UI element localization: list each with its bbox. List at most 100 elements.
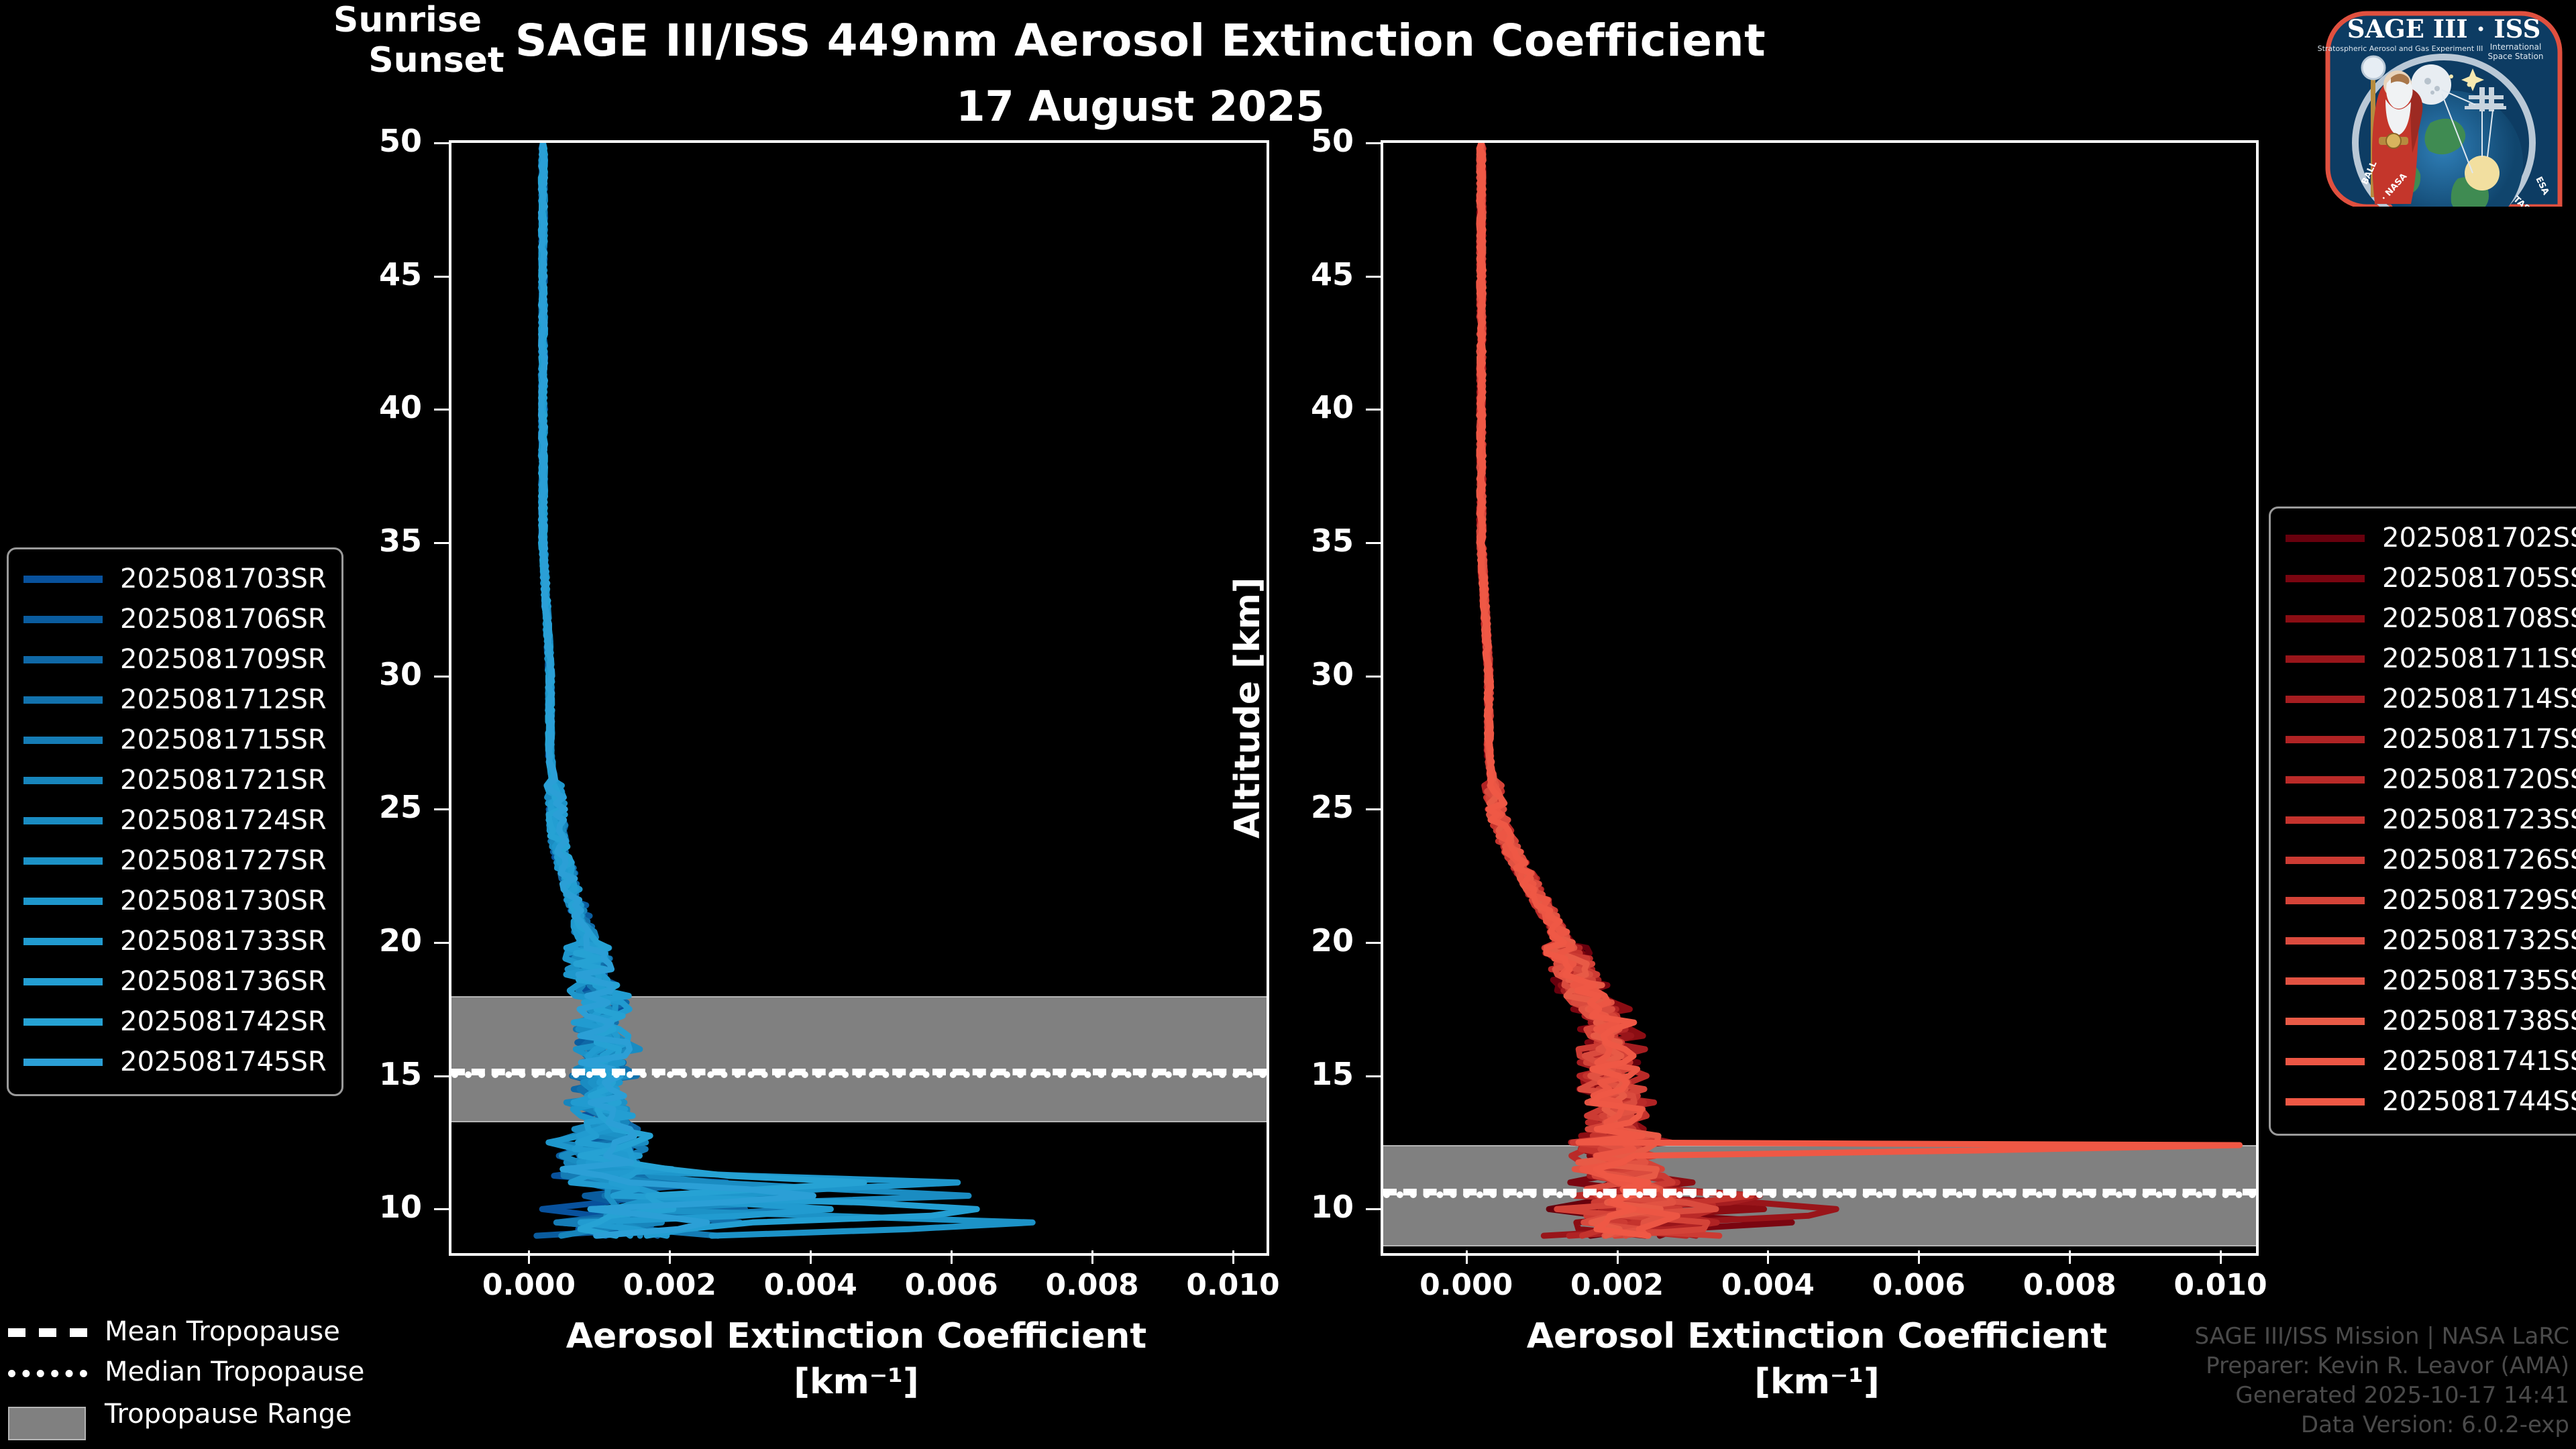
y-tick-label: 35: [1310, 523, 1354, 559]
legend-item[interactable]: 2025081742SR: [23, 1002, 327, 1042]
legend-item[interactable]: 2025081727SR: [23, 841, 327, 881]
chart-panel-sunrise: [449, 140, 1269, 1256]
legend-item[interactable]: 2025081735SS: [2286, 961, 2576, 1001]
median-tropopause-line: [1383, 1191, 2256, 1198]
credits-generated: Generated 2025-10-17 14:41: [2235, 1382, 2569, 1409]
legend-item[interactable]: 2025081744SS: [2286, 1081, 2576, 1122]
y-tick-label: 15: [1310, 1055, 1354, 1092]
x-tick-label: 0.000: [1419, 1268, 1513, 1302]
legend-item[interactable]: 2025081705SS: [2286, 558, 2576, 598]
legend-item-label: 2025081736SR: [120, 966, 327, 997]
legend-item[interactable]: 2025081717SS: [2286, 719, 2576, 759]
x-axis-units-sunrise: [km⁻¹]: [794, 1362, 919, 1402]
legend-item-label: 2025081720SS: [2382, 764, 2576, 795]
legend-item[interactable]: 2025081714SS: [2286, 679, 2576, 719]
legend-item[interactable]: 2025081741SS: [2286, 1041, 2576, 1081]
legend-item-label: 2025081712SR: [120, 684, 327, 715]
legend-item[interactable]: 2025081726SS: [2286, 840, 2576, 880]
legend-color-swatch: [2286, 977, 2365, 985]
y-tick: [434, 142, 449, 144]
panel-title-sunset: Sunset: [368, 40, 504, 80]
legend-color-swatch: [2286, 1097, 2365, 1106]
legend-item[interactable]: 2025081702SS: [2286, 518, 2576, 558]
legend-color-swatch: [23, 575, 103, 583]
legend-item-label: 2025081724SR: [120, 805, 327, 836]
y-tick: [1366, 1075, 1381, 1077]
legend-item-label: 2025081715SR: [120, 724, 327, 755]
legend-item[interactable]: 2025081720SS: [2286, 759, 2576, 800]
y-tick: [1366, 675, 1381, 678]
x-tick-label: 0.002: [1570, 1268, 1664, 1302]
legend-item[interactable]: 2025081703SR: [23, 559, 327, 599]
legend-item[interactable]: 2025081729SS: [2286, 880, 2576, 920]
legend-color-swatch: [23, 776, 103, 784]
legend-color-swatch: [2286, 1057, 2365, 1065]
logo-subtitle-left: Stratospheric Aerosol and Gas Experiment…: [2318, 44, 2483, 53]
y-tick: [434, 675, 449, 678]
logo-ring-text: BALL · NASA · TAS-I · ESA: [2300, 5, 2424, 8]
legend-item-label: 2025081732SS: [2382, 925, 2576, 956]
page-subtitle-date: 17 August 2025: [956, 82, 1325, 131]
y-tick: [434, 1208, 449, 1211]
profile-lines-group: [1476, 143, 2243, 1239]
y-tick: [434, 808, 449, 811]
legend-item-label: 2025081727SR: [120, 845, 327, 876]
legend-item[interactable]: 2025081732SS: [2286, 920, 2576, 961]
legend-item-label: 2025081723SS: [2382, 804, 2576, 835]
x-tick-label: 0.010: [1186, 1268, 1280, 1302]
legend-item[interactable]: 2025081706SR: [23, 599, 327, 639]
legend-item-label: 2025081702SS: [2382, 523, 2576, 553]
y-tick: [434, 275, 449, 278]
legend-item[interactable]: 2025081745SR: [23, 1042, 327, 1082]
x-tick: [528, 1250, 531, 1264]
legend-item[interactable]: 2025081712SR: [23, 680, 327, 720]
legend-item-label: 2025081717SS: [2382, 724, 2576, 755]
legend-item[interactable]: 2025081738SS: [2286, 1001, 2576, 1041]
y-tick-label: 20: [378, 922, 422, 959]
legend-color-swatch: [2286, 574, 2365, 582]
x-tick: [1616, 1250, 1619, 1264]
y-tick: [1366, 542, 1381, 545]
legend-color-swatch: [2286, 614, 2365, 623]
legend-color-swatch: [23, 816, 103, 824]
x-tick: [951, 1250, 953, 1264]
x-tick: [810, 1250, 812, 1264]
legend-item[interactable]: 2025081723SS: [2286, 800, 2576, 840]
legend-item[interactable]: 2025081708SS: [2286, 598, 2576, 639]
legend-item[interactable]: 2025081709SR: [23, 639, 327, 680]
legend-item-label: 2025081726SS: [2382, 845, 2576, 875]
credits-block: SAGE III/ISS Mission | NASA LaRC Prepare…: [2194, 1322, 2569, 1440]
y-tick-label: 50: [1310, 123, 1354, 159]
y-tick: [1366, 142, 1381, 144]
x-tick: [1465, 1250, 1468, 1264]
credits-preparer: Preparer: Kevin R. Leavor (AMA): [2206, 1352, 2569, 1379]
legend-color-swatch: [2286, 1017, 2365, 1025]
legend-color-swatch: [23, 655, 103, 663]
y-tick-label: 20: [1310, 922, 1354, 959]
legend-color-swatch: [23, 1018, 103, 1026]
legend-sunset-events[interactable]: 2025081702SS 2025081705SS 2025081708SS 2025…: [2269, 506, 2576, 1136]
legend-item[interactable]: 2025081715SR: [23, 720, 327, 760]
y-tick-label: 30: [1310, 655, 1354, 692]
legend-item[interactable]: 2025081724SR: [23, 800, 327, 841]
y-tick-label: 40: [378, 389, 422, 426]
legend-sunrise-events[interactable]: 2025081703SR 2025081706SR 2025081709SR 2025…: [7, 547, 343, 1096]
legend-color-swatch: [2286, 655, 2365, 663]
legend-item[interactable]: 2025081711SS: [2286, 639, 2576, 679]
legend-item[interactable]: 2025081733SR: [23, 921, 327, 961]
legend-color-swatch: [2286, 775, 2365, 784]
x-tick: [2220, 1250, 2222, 1264]
legend-item[interactable]: 2025081736SR: [23, 961, 327, 1002]
logo-title: SAGE III · ISS: [2347, 14, 2541, 44]
legend-item[interactable]: 2025081730SR: [23, 881, 327, 921]
x-tick: [1767, 1250, 1770, 1264]
y-tick: [434, 409, 449, 411]
legend-item-label: 2025081729SS: [2382, 885, 2576, 916]
y-tick: [1366, 275, 1381, 278]
legend-item-label: 2025081708SS: [2382, 603, 2576, 634]
legend-item-label: 2025081714SS: [2382, 684, 2576, 714]
legend-color-swatch: [23, 977, 103, 985]
legend-item[interactable]: 2025081721SR: [23, 760, 327, 800]
y-tick-label: 30: [378, 655, 422, 692]
legend-color-swatch: [23, 857, 103, 865]
